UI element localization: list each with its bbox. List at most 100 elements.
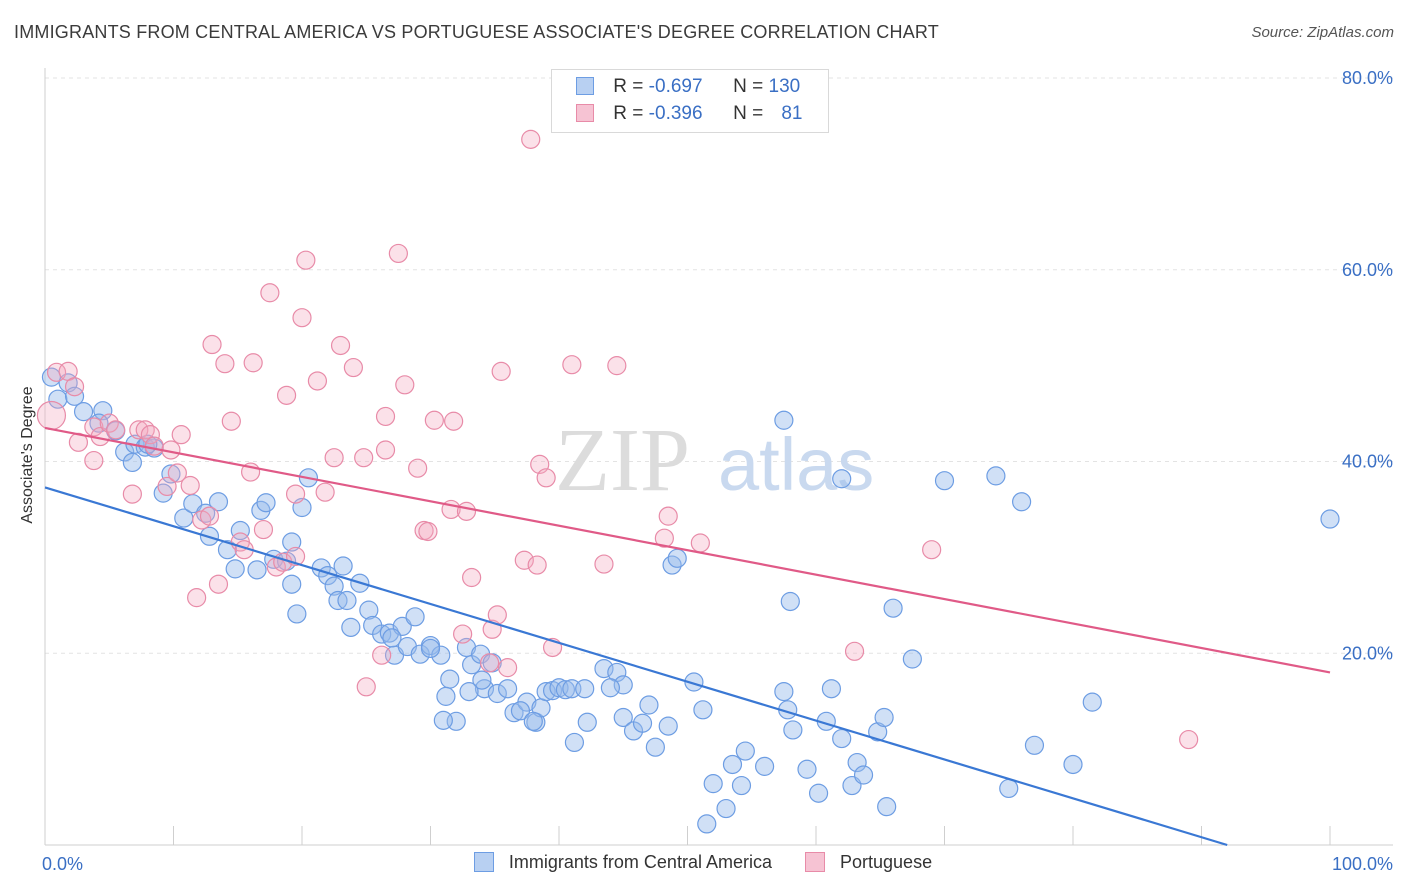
legend-r-value: -0.697	[648, 76, 703, 97]
y-tick-label: 80.0%	[1342, 68, 1393, 88]
point-portuguese	[356, 677, 376, 697]
point-portuguese	[253, 519, 274, 540]
point-central-america	[536, 681, 556, 702]
legend-swatch-central-america	[576, 77, 594, 95]
point-central-america	[333, 556, 353, 576]
point-central-america	[577, 712, 597, 732]
legend-n-label: N =	[733, 103, 764, 124]
point-central-america	[868, 722, 888, 742]
point-central-america	[405, 607, 425, 627]
point-central-america	[658, 716, 678, 736]
point-central-america	[703, 774, 723, 794]
point-central-america	[783, 720, 803, 740]
tick-labels: 20.0% 40.0% 60.0% 80.0% 0.0% 100.0%	[42, 68, 1393, 874]
legend-item-portuguese[interactable]: Portuguese	[805, 852, 932, 873]
point-central-america	[247, 560, 267, 580]
point-portuguese	[330, 335, 351, 356]
point-central-america	[122, 452, 142, 473]
point-portuguese	[84, 417, 104, 437]
point-portuguese	[292, 308, 312, 328]
point-central-america	[645, 737, 665, 757]
point-portuguese	[307, 371, 328, 391]
point-portuguese	[324, 448, 344, 468]
point-portuguese	[498, 658, 518, 678]
axes	[44, 68, 1393, 846]
point-central-america	[440, 669, 460, 689]
point-portuguese	[276, 385, 297, 405]
point-central-america	[73, 402, 94, 422]
point-central-america	[808, 783, 829, 803]
point-central-america	[1011, 492, 1032, 512]
legend-row-portuguese: R = -0.396 N = 81	[576, 103, 803, 125]
point-portuguese	[64, 377, 85, 397]
point-central-america	[902, 649, 922, 669]
point-portuguese	[180, 475, 200, 496]
point-central-america	[594, 658, 614, 679]
trend-line-central-america	[44, 486, 1228, 847]
point-central-america	[832, 469, 852, 489]
point-portuguese	[285, 484, 306, 504]
point-central-america	[986, 466, 1006, 486]
x-tick-label: 100.0%	[1332, 854, 1393, 874]
series-legend: Immigrants from Central America Portugue…	[0, 852, 1406, 873]
legend-n-value: 130	[768, 76, 801, 97]
point-portuguese	[562, 355, 582, 375]
point-central-america	[48, 389, 68, 409]
point-central-america	[564, 732, 585, 753]
point-portuguese	[536, 468, 556, 488]
point-portuguese	[418, 521, 438, 542]
point-central-america	[600, 678, 621, 698]
point-central-america	[382, 628, 402, 648]
point-central-america	[1024, 735, 1045, 755]
point-portuguese	[922, 540, 942, 560]
legend-swatch-portuguese	[576, 104, 594, 122]
point-portuguese	[844, 641, 865, 661]
legend-row-central-america: R = -0.697 N = 130	[576, 76, 800, 98]
point-portuguese	[140, 425, 160, 445]
point-portuguese	[527, 555, 547, 575]
point-portuguese	[296, 250, 316, 270]
legend-r-label: R =	[613, 103, 644, 124]
point-central-america	[225, 559, 245, 579]
point-central-america	[498, 679, 518, 699]
point-portuguese	[199, 506, 220, 526]
watermark: ZIP atlas	[555, 411, 874, 510]
legend-n-label: N =	[733, 76, 764, 97]
point-portuguese	[187, 588, 207, 608]
legend-r-value: -0.396	[648, 103, 703, 124]
point-central-america	[934, 471, 955, 491]
point-central-america	[847, 752, 867, 773]
y-tick-label: 40.0%	[1342, 452, 1393, 472]
point-central-america	[613, 707, 633, 728]
point-central-america	[999, 778, 1019, 799]
legend-swatch-portuguese	[805, 852, 825, 872]
point-portuguese	[106, 420, 126, 440]
point-central-america	[161, 464, 181, 484]
point-central-america	[256, 493, 276, 513]
correlation-legend: R = -0.697 N = 130 R = -0.396 N = 81	[551, 69, 829, 133]
point-central-america	[433, 710, 453, 730]
grid-lines	[45, 77, 1393, 654]
x-tick-label: 0.0%	[42, 854, 83, 874]
point-central-america	[1063, 754, 1083, 775]
point-portuguese	[122, 484, 142, 504]
point-portuguese	[208, 574, 229, 594]
point-central-america	[639, 695, 659, 715]
data-points	[36, 129, 1340, 834]
point-central-america	[883, 598, 903, 618]
point-central-america	[341, 617, 361, 637]
point-portuguese	[129, 420, 149, 440]
point-central-america	[208, 492, 229, 512]
point-central-america	[436, 686, 456, 706]
point-portuguese	[456, 501, 477, 521]
legend-item-central-america[interactable]: Immigrants from Central America	[473, 852, 772, 873]
point-central-america	[230, 520, 250, 541]
point-central-america	[693, 700, 713, 720]
legend-r-label: R =	[613, 76, 644, 97]
point-central-america	[282, 574, 302, 594]
point-portuguese	[375, 440, 396, 460]
point-portuguese	[202, 334, 222, 355]
point-central-america	[780, 591, 800, 612]
point-portuguese	[690, 533, 710, 553]
